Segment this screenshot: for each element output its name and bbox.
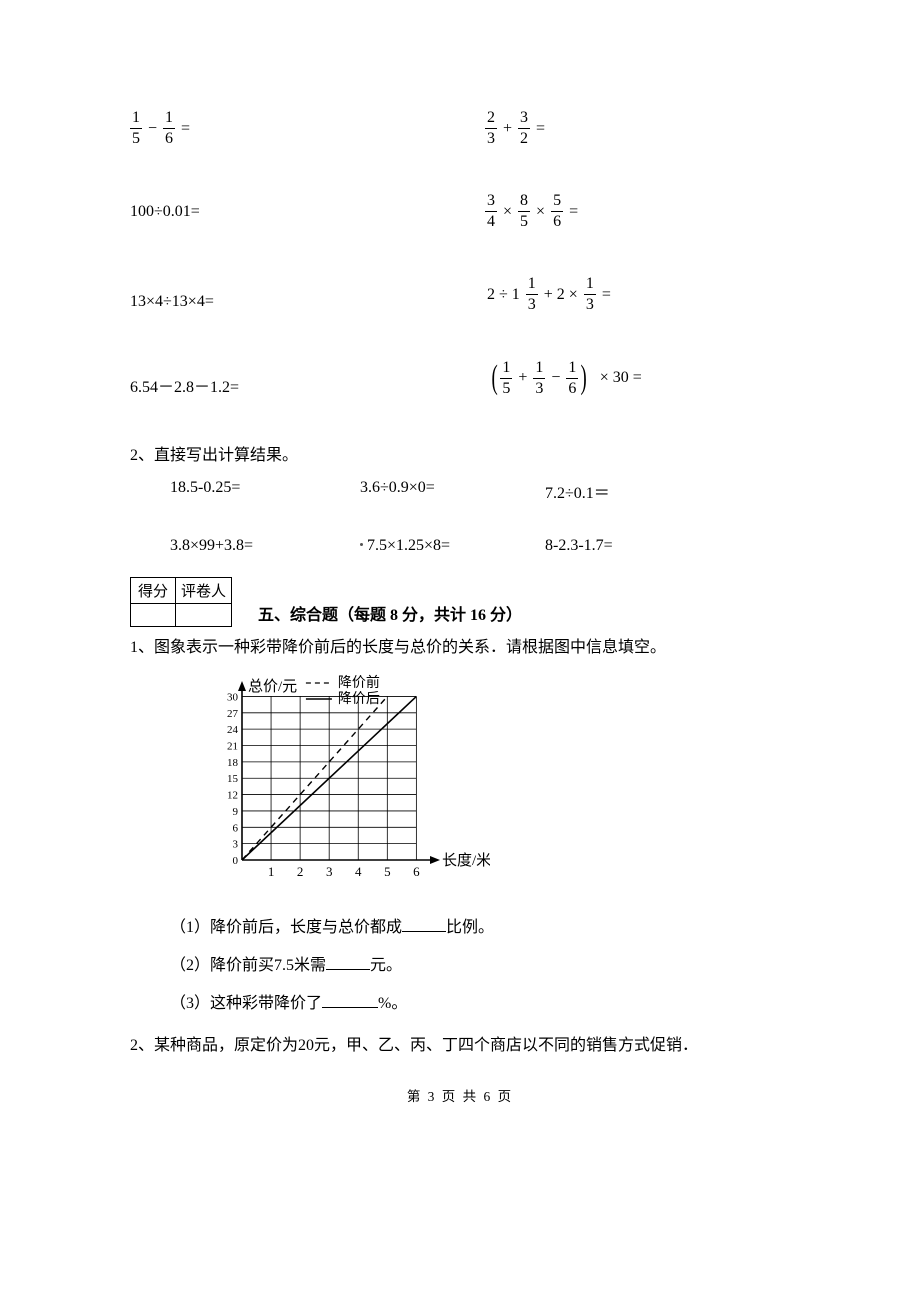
equals-sign: = [569,203,578,220]
svg-text:降价前: 降价前 [338,674,380,691]
times-sign: × [536,203,545,220]
calc-row-2: 3.8×99+3.8= 7.5×1.25×8= 8-2.3-1.7= [170,537,790,555]
frac-1-5: 15 [130,110,142,147]
svg-text:24: 24 [227,724,239,736]
eq1-right: 23 + 32 = [485,110,785,147]
score-col-label: 得分 [131,578,176,604]
blank-field[interactable] [326,953,370,970]
calc-cell: 7.5×1.25×8= [360,537,545,555]
plus-sign: + [503,120,512,137]
svg-text:9: 9 [233,806,239,818]
eq2-left: 100÷0.01= [130,203,485,221]
svg-text:6: 6 [233,822,239,834]
calc-row-1: 18.5-0.25= 3.6÷0.9×0= 7.2÷0.1＝ [170,479,790,503]
frac-1-3b: 13 [584,276,596,313]
eq-row-2: 100÷0.01= 34 × 85 × 56 = [130,193,790,230]
svg-text:2: 2 [297,864,304,879]
score-section-header: 得分 评卷人 五、综合题（每题 8 分，共计 16 分） [130,577,790,627]
minus-sign: − [551,369,560,386]
eq3-left: 13×4÷13×4= [130,279,485,311]
frac-3-2: 32 [518,110,530,147]
eq-row-4: 6.54－2.8－1.2= ( 15 + 13 − 16 ) × 30 = [130,359,790,397]
reviewer-col-label: 评卷人 [176,578,232,604]
mid-text: + 2 × [544,286,582,303]
calc-grid: 18.5-0.25= 3.6÷0.9×0= 7.2÷0.1＝ 3.8×99+3.… [170,479,790,555]
text-before: 2 ÷ 1 [487,286,520,303]
minus-sign: − [148,120,157,137]
blank-field[interactable] [402,915,446,932]
times-sign: × [503,203,512,220]
price-length-chart: 036912151821242730123456总价/元长度/米降价前降价后 [200,673,490,888]
s5q1-sub3: （3）这种彩带降价了 %。 [170,989,790,1013]
equals-sign: = [602,286,611,303]
s5q1-prompt: 1、图象表示一种彩带降价前后的长度与总价的关系．请根据图中信息填空。 [130,633,790,657]
times-30: × 30 = [600,369,642,386]
frac-1-3c: 13 [533,360,545,397]
reviewer-cell [176,604,232,627]
page-root: 15 − 16 = 23 + 32 = 100÷0.01= 34 × 85 × … [0,0,920,1145]
frac-5-6: 56 [551,193,563,230]
calc-cell: 18.5-0.25= [170,479,360,503]
calc-cell: 3.8×99+3.8= [170,537,360,555]
eq2-right: 34 × 85 × 56 = [485,193,785,230]
s5q1-sub1: （1）降价前后，长度与总价都成 比例。 [170,913,790,937]
right-paren-icon: ) [581,361,587,395]
sub1-after: 比例。 [446,919,494,936]
section5-title: 五、综合题（每题 8 分，共计 16 分） [258,601,522,625]
q2-prompt: 2、直接写出计算结果。 [130,441,790,465]
plus-sign: + [518,369,527,386]
blank-field[interactable] [322,991,378,1008]
eq3-right: 2 ÷ 1 13 + 2 × 13 = [485,276,785,313]
svg-text:15: 15 [227,773,239,785]
eq1-left: 15 − 16 = [130,110,485,147]
frac-1-6: 16 [163,110,175,147]
calc-cell: 7.2÷0.1＝ [545,479,715,503]
frac-8-5: 85 [518,193,530,230]
sub2-after: 元。 [370,957,402,974]
sub3-after: %。 [378,995,407,1012]
sub2-before: （2）降价前买7.5米需 [170,957,326,974]
svg-text:4: 4 [355,864,362,879]
sub1-before: （1）降价前后，长度与总价都成 [170,919,402,936]
svg-text:长度/米: 长度/米 [442,852,490,869]
svg-text:1: 1 [268,864,275,879]
svg-text:降价后: 降价后 [338,691,380,707]
svg-text:30: 30 [227,691,239,703]
page-footer: 第 3 页 共 6 页 [130,1085,790,1105]
svg-text:5: 5 [384,864,391,879]
s5q1-sub2: （2）降价前买7.5米需 元。 [170,951,790,975]
equals-sign: = [536,120,545,137]
svg-text:21: 21 [227,741,238,753]
left-paren-icon: ( [492,361,498,395]
bullet-icon [360,543,363,546]
calc-cell: 8-2.3-1.7= [545,537,715,555]
eq4-right: ( 15 + 13 − 16 ) × 30 = [485,360,785,397]
score-cell [131,604,176,627]
svg-text:3: 3 [326,864,333,879]
frac-1-3a: 13 [526,276,538,313]
svg-text:27: 27 [227,708,239,720]
eq4-left: 6.54－2.8－1.2= [130,359,485,397]
score-table: 得分 评卷人 [130,577,232,627]
frac-1-6b: 16 [566,360,578,397]
calc-text: 7.5×1.25×8= [367,537,450,554]
svg-text:0: 0 [233,855,239,867]
sub3-before: （3）这种彩带降价了 [170,995,322,1012]
eq-row-1: 15 − 16 = 23 + 32 = [130,110,790,147]
frac-1-5b: 15 [500,360,512,397]
equals-sign: = [181,120,190,137]
frac-2-3: 23 [485,110,497,147]
svg-text:6: 6 [413,864,420,879]
svg-text:3: 3 [233,839,239,851]
svg-text:总价/元: 总价/元 [248,678,297,695]
calc-cell: 3.6÷0.9×0= [360,479,545,503]
frac-3-4: 34 [485,193,497,230]
svg-text:18: 18 [227,757,239,769]
chart-container: 036912151821242730123456总价/元长度/米降价前降价后 [200,673,790,893]
eq-row-3: 13×4÷13×4= 2 ÷ 1 13 + 2 × 13 = [130,276,790,313]
svg-text:12: 12 [227,790,238,802]
s5q2-prompt: 2、某种商品，原定价为20元，甲、乙、丙、丁四个商店以不同的销售方式促销． [130,1031,790,1055]
